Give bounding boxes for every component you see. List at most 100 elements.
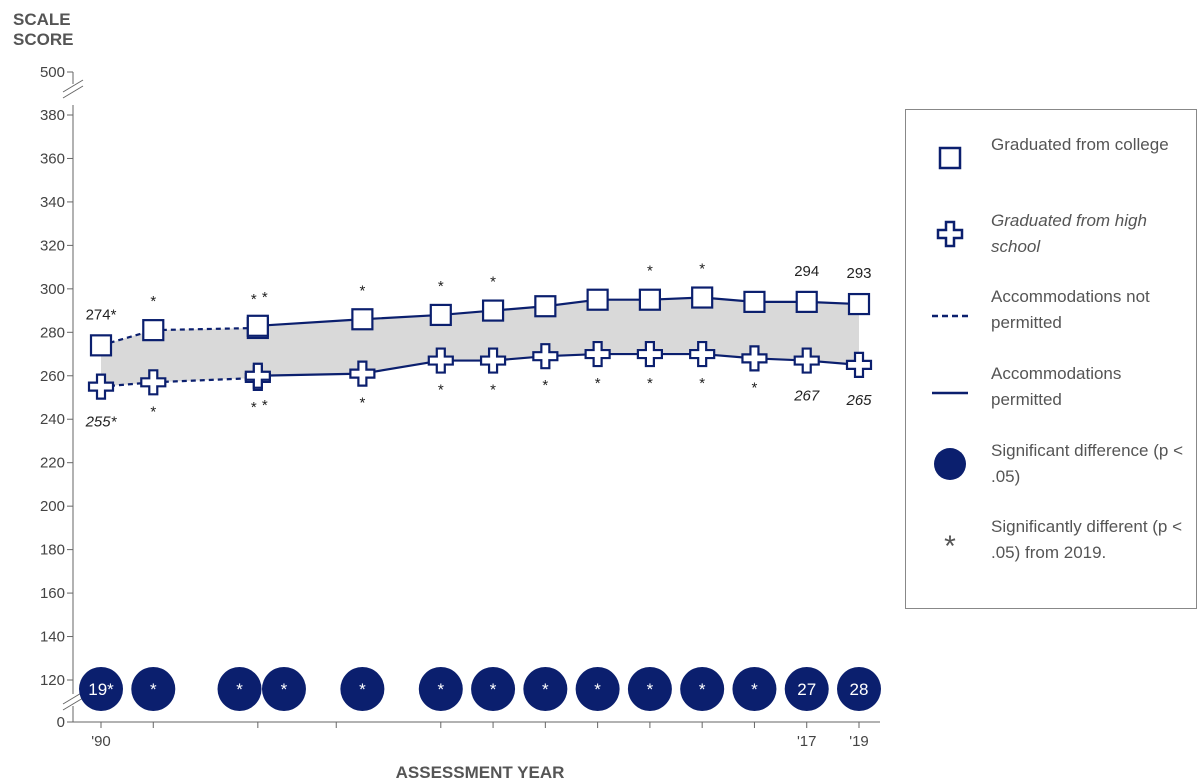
gap-badge-label-6: *: [490, 680, 497, 699]
y-tick-label-140: 140: [40, 629, 65, 646]
y-axis-title-line-2: SCORE: [13, 30, 73, 49]
series-2-significance-1996-2: *: [251, 399, 257, 416]
series-1-significance-2011-9: *: [647, 263, 653, 280]
y-tick-label-160: 160: [40, 585, 65, 602]
gap-badge-label-1: *: [150, 680, 157, 699]
gap-badge-label-12: 27: [797, 680, 816, 699]
x-tick-label-2017: '17: [797, 733, 817, 750]
gap-badge-6: [471, 667, 516, 711]
gap-badge-3: [261, 667, 306, 711]
y-tick-label-180: 180: [40, 542, 65, 559]
legend-label-not-permitted: Accommodations not permitted: [991, 284, 1191, 336]
series-2-significance-2009-8: *: [595, 375, 601, 392]
legend-label-significant-difference-text: Significant difference (p < .05): [991, 441, 1183, 486]
legend-item-permitted: Accommodations permitted: [906, 361, 1196, 421]
series-1-point-2019-13: [847, 292, 871, 316]
gap-badge-label-7: *: [542, 680, 549, 699]
series-2-significance-1996-3: *: [262, 397, 268, 414]
gap-badge-4: [340, 667, 385, 711]
legend-label-college-text: Graduated from college: [991, 135, 1169, 154]
legend-label-significantly-different: Significantly different (p < .05) from 2…: [991, 514, 1191, 566]
series-1-point-2009-8: [586, 288, 609, 311]
gap-badge-label-8: *: [594, 680, 601, 699]
legend: Graduated from college Graduated from hi…: [905, 109, 1197, 609]
y-tick-label-200: 200: [40, 498, 65, 515]
series-2-point-2003-5: [427, 347, 454, 374]
gap-badge-1: [131, 667, 176, 711]
y-axis-break-mark-top-b: [62, 85, 84, 99]
series-1-point-1990-0: [89, 334, 113, 357]
gap-badge-label-11: *: [751, 680, 758, 699]
series-1-significance-1996-2: *: [251, 291, 257, 308]
series-2-significance-2005-6: *: [490, 382, 496, 399]
series-1-point-1992-1: [142, 319, 165, 342]
y-tick-label-0: 0: [57, 714, 65, 731]
x-tick-label-1990: '90: [91, 733, 111, 750]
solid-line-icon: [932, 391, 968, 395]
series-1-point-2015-11: [743, 290, 766, 313]
series-1-significance-2005-6: *: [490, 274, 496, 291]
gap-badge-label-3: *: [281, 680, 288, 699]
legend-item-college: Graduated from college: [906, 132, 1196, 192]
svg-text:*: *: [944, 530, 956, 562]
y-axis-break-mark-bottom-b: [62, 697, 84, 711]
gap-badge-label-9: *: [647, 680, 654, 699]
value-label-series-1-2017: 294: [794, 263, 819, 280]
legend-label-permitted-text: Accommodations permitted: [991, 364, 1122, 409]
y-tick-label-360: 360: [40, 150, 65, 167]
legend-label-college: Graduated from college: [991, 132, 1191, 158]
y-tick-label-240: 240: [40, 411, 65, 428]
gap-badge-10: [680, 667, 725, 711]
series-1-significance-2003-5: *: [438, 278, 444, 295]
series-2-significance-2011-9: *: [647, 375, 653, 392]
series-1-significance-1992-1: *: [150, 293, 156, 310]
series-2-point-2007-7: [532, 343, 559, 370]
series-2-point-2019-13: [845, 351, 873, 379]
value-label-series-1-2019: 293: [846, 265, 871, 282]
value-label-series-1-1990: 274*: [86, 306, 117, 323]
gap-band: [101, 297, 859, 387]
series-1-point-2011-9: [638, 288, 661, 311]
legend-label-high-school-text: Graduated from high school: [991, 211, 1147, 256]
series-2-point-1992-1: [140, 369, 167, 396]
x-tick-label-2019: '19: [849, 733, 869, 750]
series-2-point-2015-11: [741, 345, 768, 372]
gap-badge-13: [837, 667, 881, 711]
gap-badge-5: [418, 667, 463, 711]
legend-label-not-permitted-text: Accommodations not permitted: [991, 287, 1150, 332]
gap-badge-label-5: *: [437, 680, 444, 699]
series-1-point-2013-10: [691, 286, 714, 309]
y-tick-label-280: 280: [40, 324, 65, 341]
x-axis-title: ASSESSMENT YEAR: [396, 763, 565, 782]
gap-badge-label-10: *: [699, 680, 706, 699]
series-2-point-2011-9: [636, 340, 663, 368]
gap-badge-label-4: *: [359, 680, 366, 699]
series-1-point-2007-7: [534, 295, 557, 318]
y-tick-label-380: 380: [40, 107, 65, 124]
series-1-point-2005-6: [481, 299, 505, 322]
series-2-point-2005-6: [479, 347, 507, 374]
series-2-significance-2000-4: *: [359, 395, 365, 412]
y-tick-label-120: 120: [40, 672, 65, 689]
gap-badge-0: [79, 667, 123, 711]
series-2-point-2009-8: [584, 340, 611, 368]
series-1-point-1996-3: [246, 314, 269, 337]
series-2-point-2013-10: [689, 340, 716, 368]
series-2-significance-2007-7: *: [542, 377, 548, 394]
filled-circle-icon: [934, 448, 966, 480]
value-label-series-2-2019: 265: [845, 392, 872, 409]
legend-item-not-permitted: Accommodations not permitted: [906, 284, 1196, 344]
series-2-point-1990-0: [87, 373, 115, 400]
value-label-series-2-1990: 255*: [85, 414, 118, 431]
legend-label-permitted: Accommodations permitted: [991, 361, 1191, 413]
legend-item-significantly-different: * Significantly different (p < .05) from…: [906, 514, 1196, 574]
legend-item-high-school: Graduated from high school: [906, 208, 1196, 268]
series-1-significance-2013-10: *: [699, 261, 705, 278]
gap-badge-label-13: 28: [850, 680, 869, 699]
series-2-significance-2003-5: *: [438, 382, 444, 399]
series-1-significance-1996-3: *: [262, 289, 268, 306]
series-1-significance-2000-4: *: [359, 282, 365, 299]
series-1-point-2000-4: [351, 308, 374, 331]
y-tick-label-320: 320: [40, 237, 65, 254]
gap-badge-label-0: 19*: [88, 680, 114, 699]
